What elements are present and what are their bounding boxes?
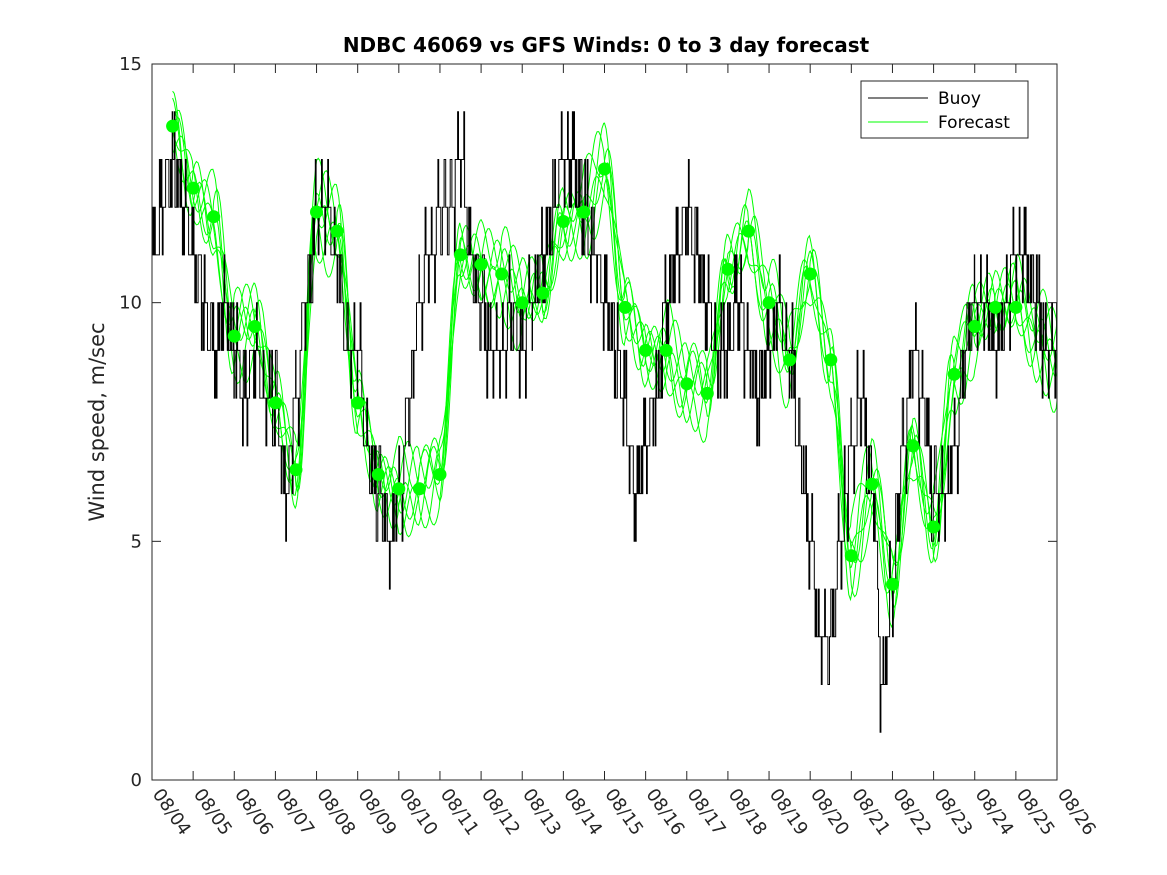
forecast-marker (680, 377, 694, 391)
forecast-marker (1009, 300, 1023, 314)
y-tick-label: 5 (131, 531, 142, 552)
forecast-marker (207, 210, 221, 224)
forecast-marker (742, 224, 755, 238)
forecast-marker (268, 396, 282, 410)
forecast-marker (454, 248, 467, 262)
forecast-marker (618, 300, 632, 314)
forecast-marker (330, 224, 344, 238)
forecast-marker (371, 468, 385, 481)
forecast-marker (166, 119, 180, 133)
y-tick-label: 15 (119, 54, 142, 75)
forecast-markers (166, 119, 1023, 591)
forecast-marker (310, 205, 323, 219)
forecast-marker (598, 162, 611, 176)
y-axis-label: Wind speed, m/sec (85, 322, 109, 521)
forecast-marker (865, 477, 879, 491)
forecast-marker (639, 343, 653, 357)
forecast-marker (927, 520, 941, 534)
legend-box (860, 80, 1029, 139)
forecast-lines (172, 90, 1058, 629)
forecast-marker (495, 267, 509, 281)
legend-forecast-label: Forecast (938, 113, 1010, 133)
forecast-marker (803, 267, 817, 281)
forecast-marker (886, 577, 899, 591)
forecast-run-line (172, 135, 1058, 609)
forecast-marker (783, 353, 797, 367)
forecast-marker (186, 181, 200, 195)
forecast-marker (700, 386, 714, 400)
forecast-marker (824, 353, 838, 367)
forecast-marker (227, 329, 241, 343)
forecast-marker (474, 258, 488, 271)
forecast-run-line (172, 90, 1058, 584)
forecast-marker (968, 320, 982, 333)
forecast-marker (988, 300, 1002, 314)
forecast-marker (844, 549, 858, 563)
forecast-marker (392, 482, 406, 496)
forecast-marker (351, 396, 365, 410)
forecast-marker (289, 463, 303, 477)
forecast-marker (947, 367, 961, 381)
forecast-marker (577, 205, 591, 219)
y-tick-label: 10 (119, 293, 142, 314)
forecast-marker (248, 320, 262, 333)
forecast-marker (906, 439, 920, 453)
y-tick-label: 0 (131, 770, 142, 791)
legend: Buoy Forecast (860, 80, 1029, 139)
forecast-marker (536, 286, 550, 300)
forecast-marker (762, 296, 776, 310)
forecast-marker (659, 343, 673, 357)
forecast-marker (412, 482, 426, 496)
forecast-marker (721, 262, 735, 276)
forecast-marker (556, 215, 570, 228)
forecast-run-line (172, 126, 1058, 569)
forecast-marker (515, 296, 529, 310)
legend-buoy-label: Buoy (938, 89, 981, 109)
forecast-marker (433, 468, 447, 481)
y-axis: 0 5 10 15 (119, 54, 1057, 791)
chart-title: NDBC 46069 vs GFS Winds: 0 to 3 day fore… (343, 33, 870, 57)
